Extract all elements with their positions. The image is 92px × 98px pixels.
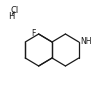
Text: F: F	[32, 29, 36, 38]
Text: NH: NH	[80, 36, 91, 45]
Text: H: H	[8, 11, 15, 20]
Text: Cl: Cl	[10, 5, 19, 15]
